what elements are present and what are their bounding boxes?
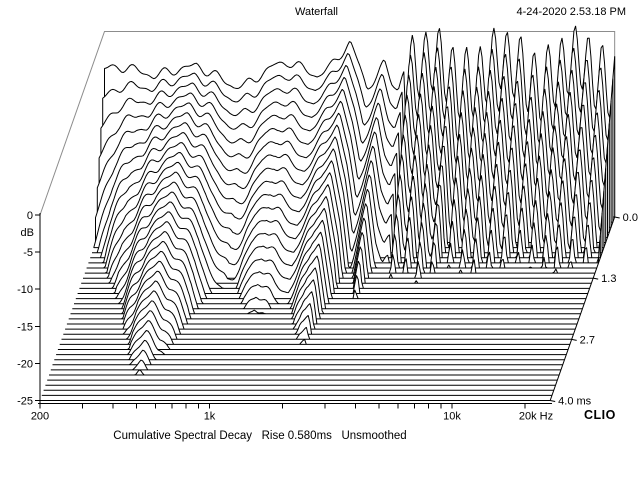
frequency-axis: 200 1k 10k 20k Hz [31,403,553,423]
freq-tick-label: 200 [31,411,49,423]
freq-tick-label: 10k [443,411,461,423]
time-axis: 0.0 1.3 2.7 4.0 ms [549,212,638,408]
freq-tick-label: 1k [204,411,216,423]
time-tick-label: 0.0 [623,212,638,224]
clio-logo: CLIO [584,408,616,422]
freq-tick-label: 20k Hz [519,411,553,423]
plot-title: Waterfall [295,6,338,18]
time-tick-label: 1.3 [601,273,616,285]
db-axis-unit-label: dB [20,227,34,239]
db-axis: 0 -5 -10 -15 -20 -25 [17,210,41,408]
db-tick-label: -5 [23,247,33,259]
db-tick-label: -10 [17,284,33,296]
time-tick-label: 4.0 ms [558,396,592,408]
db-tick-label: -15 [17,321,33,333]
time-tick-label: 2.7 [580,334,595,346]
waterfall-surface [40,25,616,401]
db-tick-label: -20 [17,358,33,370]
db-tick-label: 0 [27,210,33,222]
measurement-caption: Cumulative Spectral Decay Rise 0.580ms U… [113,430,407,442]
measurement-datetime: 4-24-2020 2.53.18 PM [516,6,626,18]
db-tick-label: -25 [17,396,33,408]
